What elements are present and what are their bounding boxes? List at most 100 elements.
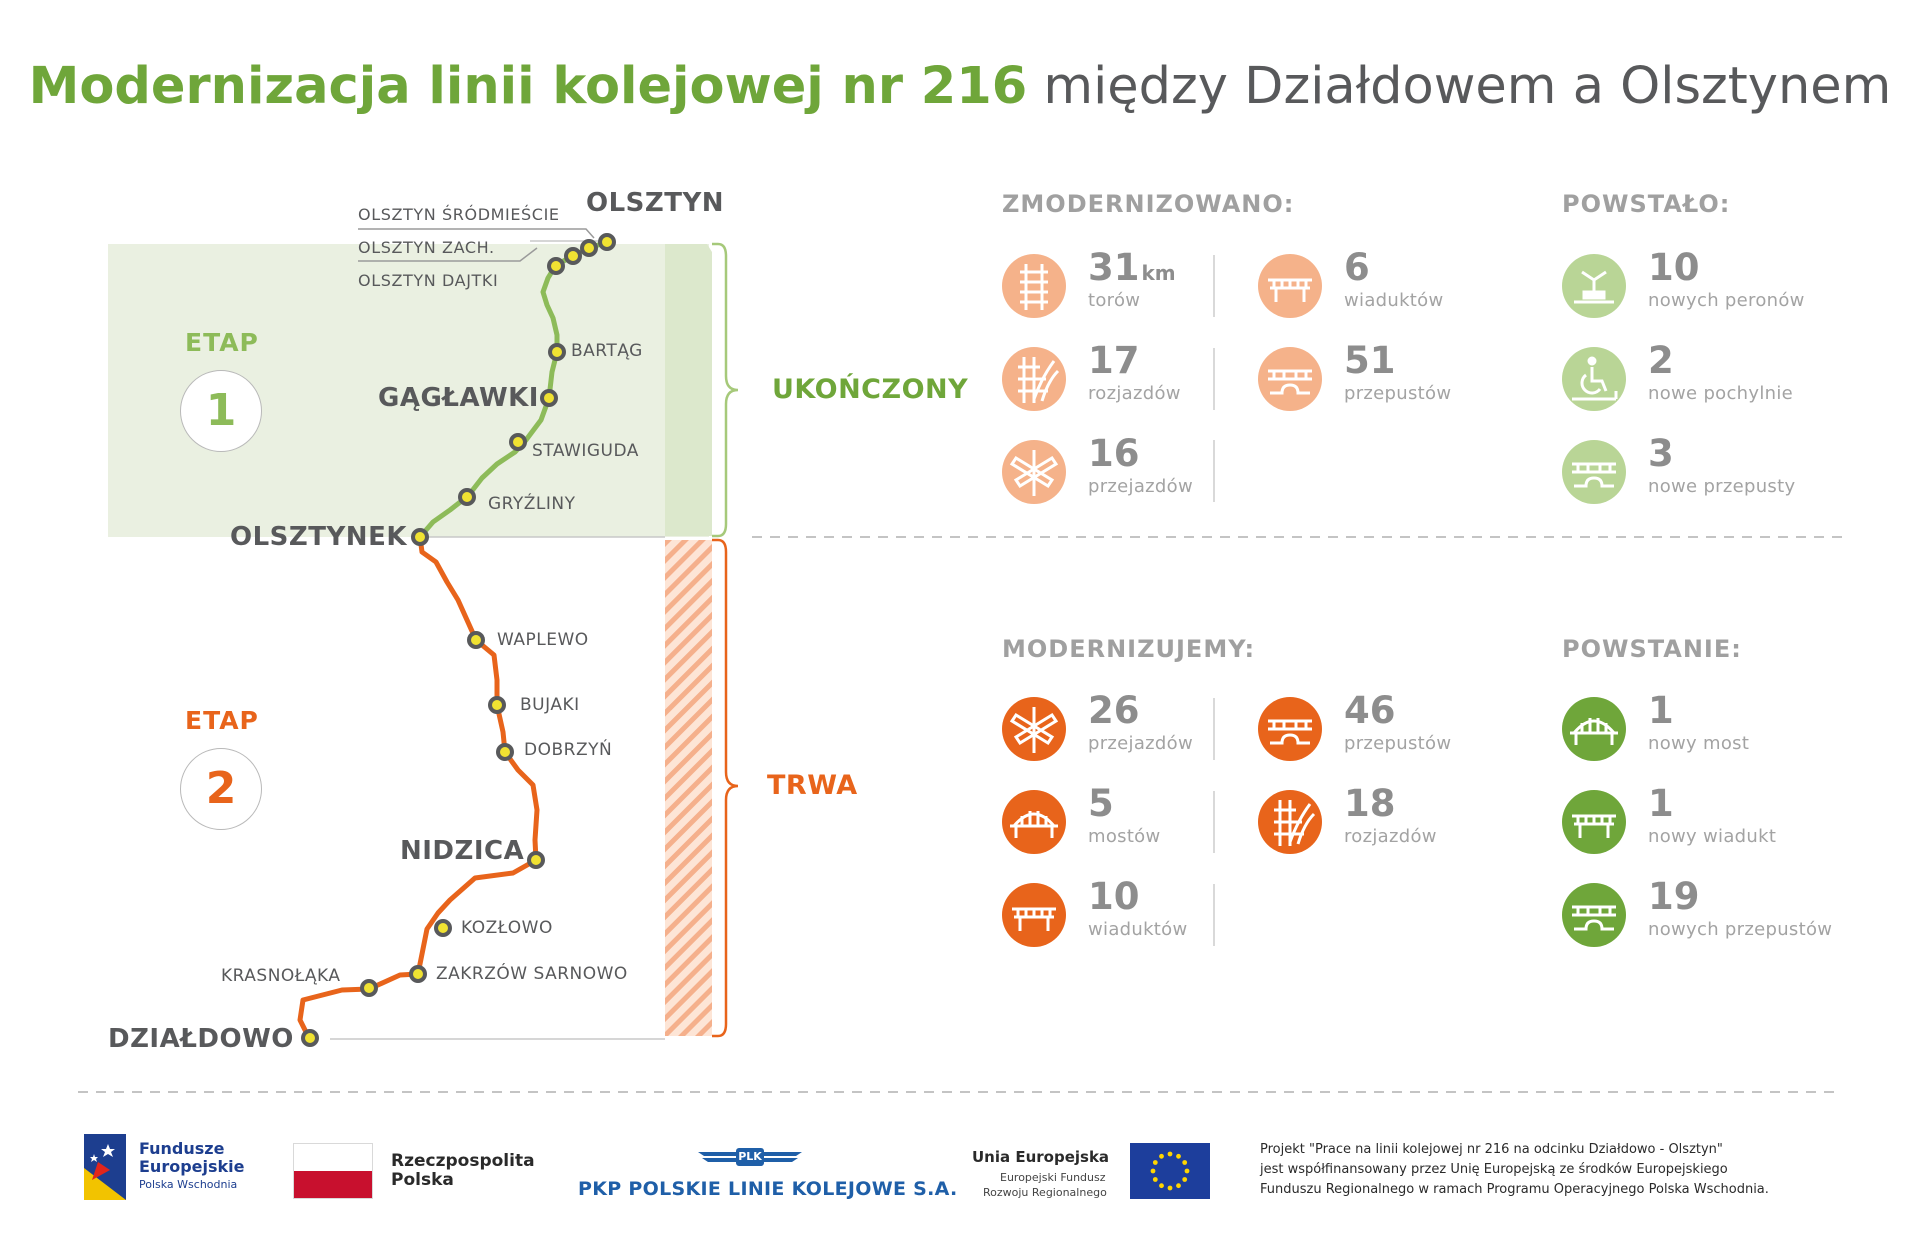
- stat-label: przepustów: [1344, 733, 1452, 754]
- fe-line3: Polska Wschodnia: [139, 1178, 238, 1191]
- eu-star: [1182, 1177, 1188, 1182]
- stage1-status: UKOŃCZONY: [772, 374, 969, 405]
- stage2-number: 2: [180, 748, 262, 830]
- separator: [1213, 348, 1215, 410]
- track-icon: [1002, 254, 1066, 318]
- stat-value: 17: [1088, 339, 1140, 382]
- project-note-line1: Projekt "Prace na linii kolejowej nr 216…: [1260, 1142, 1723, 1157]
- switch-icon: [1258, 790, 1322, 854]
- stage1-label: ETAP: [185, 328, 259, 357]
- eu-star: [1159, 1183, 1164, 1189]
- stat-label: mostów: [1088, 826, 1161, 847]
- station-dot-bujaki: [488, 696, 506, 714]
- stat-value: 26: [1088, 689, 1140, 732]
- bridge-icon: [1002, 790, 1066, 854]
- stat-label: przejazdów: [1088, 733, 1193, 754]
- station-dot-olsztynek: [411, 528, 429, 546]
- stat-value: 1: [1648, 782, 1674, 825]
- station-dot-zach: [564, 247, 582, 265]
- switch-icon: [1002, 347, 1066, 411]
- eu-star: [1152, 1177, 1158, 1182]
- wheelchair-ramp-icon: [1562, 347, 1626, 411]
- rp-line2: Polska: [391, 1170, 454, 1190]
- project-note-line3: Funduszu Regionalnego w ramach Programu …: [1260, 1182, 1769, 1197]
- stat-value: 31 km: [1088, 246, 1176, 289]
- station-dzialdowo: DZIAŁDOWO: [108, 1024, 294, 1054]
- stat-label: przejazdów: [1088, 476, 1193, 497]
- stat-value: 5: [1088, 782, 1114, 825]
- stat-value: 16: [1088, 432, 1140, 475]
- stat-label: przepustów: [1344, 383, 1452, 404]
- title-highlight: Modernizacja linii kolejowej nr 216: [28, 57, 1028, 116]
- eu-star: [1184, 1168, 1190, 1174]
- stat-label: rozjazdów: [1088, 383, 1181, 404]
- station-bujaki: BUJAKI: [520, 695, 580, 715]
- station-gaglawki: GĄGŁAWKI: [378, 383, 539, 413]
- polish-flag: [293, 1143, 373, 1199]
- station-dobrzyn: DOBRZYŃ: [524, 740, 613, 760]
- station-dot-nidzica: [527, 851, 545, 869]
- stat-label: rozjazdów: [1344, 826, 1437, 847]
- stat-label: nowych przepustów: [1648, 919, 1833, 940]
- station-dot-stawiguda: [509, 433, 527, 451]
- station-nidzica: NIDZICA: [400, 836, 525, 866]
- station-dot-zakrzow: [409, 965, 427, 983]
- station-dot-waplewo: [467, 631, 485, 649]
- viaduct-icon: [1562, 790, 1626, 854]
- stat-value: 51: [1344, 339, 1396, 382]
- station-dot-srodmiescie: [580, 239, 598, 257]
- stat-label: wiaduktów: [1344, 290, 1444, 311]
- eu-star: [1167, 1151, 1173, 1157]
- station-bartag: BARTĄG: [571, 341, 643, 361]
- station-dajtki: OLSZTYN DAJTKI: [358, 271, 499, 290]
- station-zakrzow: ZAKRZÓW SARNOWO: [436, 964, 628, 984]
- station-dot-gryzliny: [458, 488, 476, 506]
- plk-badge: PLK: [738, 1150, 762, 1163]
- station-srodmiescie: OLSZTYN ŚRÓDMIEŚCIE: [358, 205, 560, 224]
- powstalo-heading: POWSTAŁO:: [1562, 190, 1731, 218]
- crossing-icon: [1002, 697, 1066, 761]
- rp-line1: Rzeczpospolita: [391, 1151, 535, 1171]
- ue-line1: Unia Europejska: [972, 1148, 1110, 1166]
- station-waplewo: WAPLEWO: [497, 630, 589, 650]
- stat-label: torów: [1088, 290, 1141, 311]
- route-stage2: [297, 534, 540, 1043]
- modernizujemy-heading: MODERNIZUJEMY:: [1002, 635, 1256, 663]
- stage2-bar: [665, 540, 712, 1036]
- separator: [1213, 884, 1215, 946]
- eu-flag: [1130, 1143, 1210, 1199]
- title-rest: między Działdowem a Olsztynem: [1027, 57, 1892, 116]
- stat-value: 10: [1088, 875, 1140, 918]
- station-dot-olsztyn: [598, 233, 616, 251]
- srodmiescie-pointer: [358, 228, 595, 239]
- stat-value: 6: [1344, 246, 1370, 289]
- station-dot-kozlowo: [434, 919, 452, 937]
- station-dot-krasnolaka: [360, 979, 378, 997]
- stage1-number: 1: [180, 370, 262, 452]
- stage1-bar: [665, 244, 712, 536]
- bridge-icon: [1562, 697, 1626, 761]
- fe-line2: Europejskie: [139, 1157, 245, 1176]
- stage1-brace: [712, 242, 739, 538]
- eu-star: [1152, 1160, 1158, 1165]
- eu-star: [1176, 1183, 1181, 1189]
- station-krasnolaka: KRASNOŁĄKA: [221, 966, 341, 986]
- station-zach: OLSZTYN ZACH.: [358, 238, 495, 257]
- station-dot-dzialdowo: [301, 1029, 319, 1047]
- page-title: Modernizacja linii kolejowej nr 216 międ…: [0, 52, 1920, 122]
- station-stawiguda: STAWIGUDA: [532, 441, 639, 461]
- stat-label: nowy most: [1648, 733, 1750, 754]
- ue-line3: Rozwoju Regionalnego: [983, 1186, 1107, 1199]
- stat-label: nowe pochylnie: [1648, 383, 1794, 404]
- stat-label: nowe przepusty: [1648, 476, 1796, 497]
- stat-value: 18: [1344, 782, 1396, 825]
- culvert-icon: [1258, 697, 1322, 761]
- fe-line1: Fundusze: [139, 1139, 225, 1158]
- project-note-line2: jest współfinansowany przez Unię Europej…: [1260, 1162, 1728, 1177]
- station-olsztyn: OLSZTYN: [586, 188, 725, 218]
- stat-label: wiaduktów: [1088, 919, 1188, 940]
- viaduct-icon: [1258, 254, 1322, 318]
- platform-icon: [1562, 254, 1626, 318]
- crossing-icon: [1002, 440, 1066, 504]
- culvert-icon: [1562, 883, 1626, 947]
